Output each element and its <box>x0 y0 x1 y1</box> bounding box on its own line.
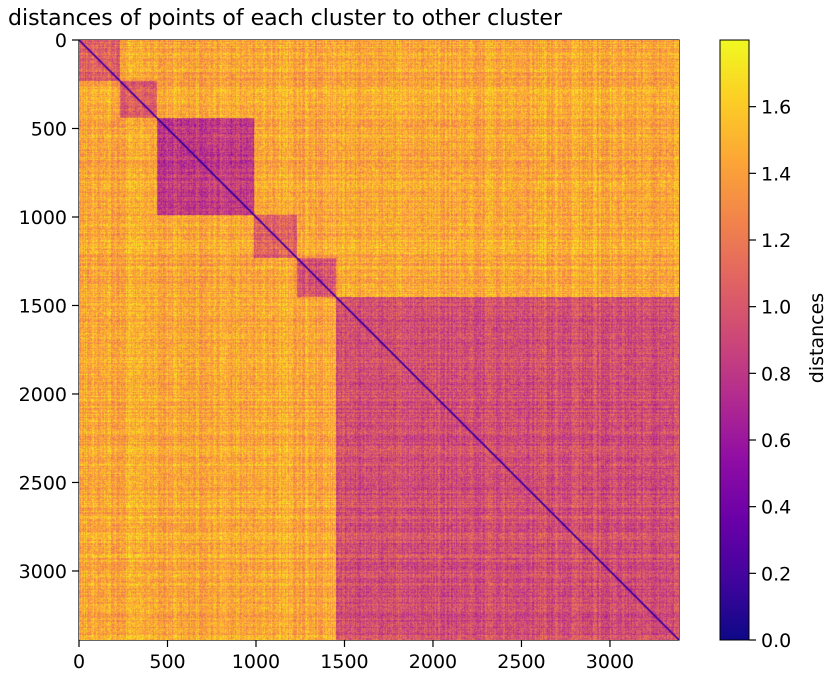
colorbar-tick-label: 1.4 <box>761 163 791 185</box>
y-tick-label: 1500 <box>19 295 67 317</box>
colorbar-tick-label: 1.0 <box>761 297 791 319</box>
colorbar-tick-label: 1.2 <box>761 230 791 252</box>
y-tick-label: 3000 <box>19 561 67 583</box>
x-tick-label: 2500 <box>497 651 545 673</box>
y-tick-label: 0 <box>55 30 67 52</box>
colorbar-tick-label: 0.2 <box>761 563 791 585</box>
colorbar-tick-label: 0.8 <box>761 363 791 385</box>
y-tick-label: 2000 <box>19 384 67 406</box>
colorbar-tick-label: 1.6 <box>761 97 791 119</box>
y-tick-label: 1000 <box>19 207 67 229</box>
x-axis: 0 500 1000 1500 2000 2500 3000 <box>73 640 634 673</box>
colorbar-tick-label: 0.0 <box>761 630 791 652</box>
x-tick-label: 1500 <box>320 651 368 673</box>
colorbar-label: distances <box>806 293 828 383</box>
x-tick-label: 500 <box>149 651 185 673</box>
x-tick-label: 3000 <box>586 651 634 673</box>
colorbar-tick-label: 0.4 <box>761 497 791 519</box>
colorbar-axis: 0.0 0.2 0.4 0.6 0.8 1.0 1.2 1.4 1.6 <box>749 97 791 652</box>
colorbar <box>720 40 749 640</box>
heatmap-image <box>79 40 679 640</box>
chart-title: distances of points of each cluster to o… <box>8 6 563 31</box>
colorbar-tick-label: 0.6 <box>761 430 791 452</box>
y-tick-label: 2500 <box>19 472 67 494</box>
colorbar-frame <box>719 39 750 641</box>
x-tick-label: 0 <box>73 651 85 673</box>
x-tick-label: 2000 <box>409 651 457 673</box>
y-axis: 0 500 1000 1500 2000 2500 3000 <box>19 30 79 583</box>
y-tick-label: 500 <box>31 118 67 140</box>
x-tick-label: 1000 <box>232 651 280 673</box>
